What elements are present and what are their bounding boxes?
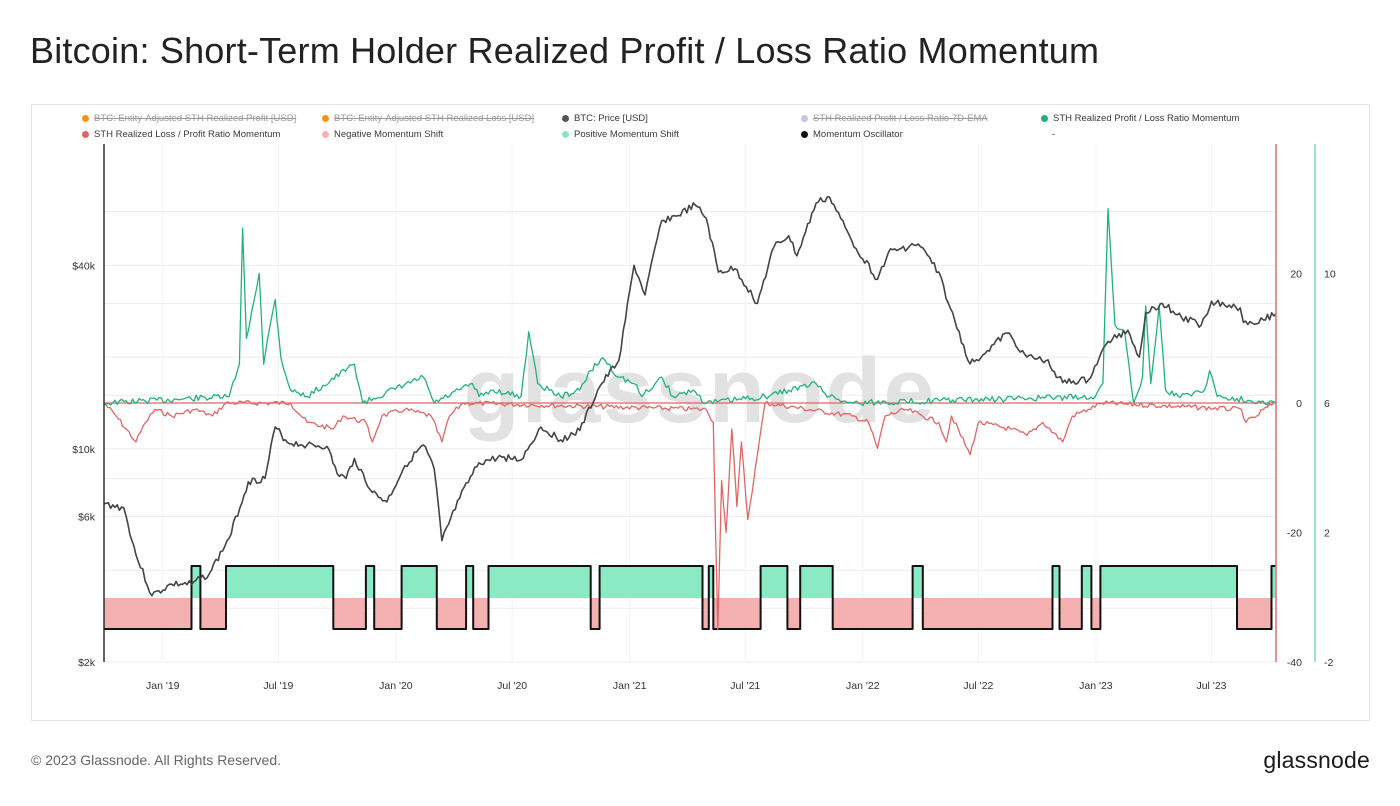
positive-shift-fill [1271,566,1276,598]
right-axis-1-tick-label: 20 [1290,269,1302,281]
legend-label: BTC: Price [USD] [574,113,648,124]
legend-item-blank[interactable]: - [1052,129,1055,140]
chart-frame [31,104,1370,721]
legend-marker-icon [562,115,569,122]
legend-item-negative-shift[interactable]: Negative Momentum Shift [322,129,443,140]
left-axis-tick-label: $6k [78,512,96,524]
negative-shift-fill [436,598,467,629]
glassnode-logo: glassnode [1263,747,1370,773]
legend-marker-icon [82,115,89,122]
negative-shift-fill [333,598,366,629]
negative-shift-fill [374,598,402,629]
legend-item-loss-profit-momentum[interactable]: STH Realized Loss / Profit Ratio Momentu… [82,129,280,140]
right-axis-1-tick-label: 0 [1296,398,1302,410]
negative-shift-fill [473,598,489,629]
axes: $2k $6k $10k $40k -40 -20 0 20 -2 2 6 10 Jan '19 Jul … [72,144,1336,692]
positive-shift-fill [1081,566,1092,598]
negative-shift-fill [713,598,761,629]
x-axis-tick-label: Jan '21 [613,680,647,692]
left-axis-tick-label: $10k [72,444,96,456]
positive-shift-fill [912,566,923,598]
legend-label: BTC: Entity-Adjusted STH Realized Profit… [94,113,297,124]
copyright: © 2023 Glassnode. All Rights Reserved. [31,752,282,768]
positive-shift-fill [708,566,714,598]
legend-item-sth-ratio-ema[interactable]: STH Realized Profit / Loss Ratio 7D-EMA [801,113,988,124]
right-axis-1-tick-label: -40 [1287,657,1302,669]
legend-label: BTC: Entity-Adjusted STH Realized Loss [… [334,113,535,124]
negative-shift-fill [702,598,709,629]
momentum-oscillator-line [104,565,1276,630]
positive-shift-fill [800,566,833,598]
positive-shift-fill [1100,566,1238,598]
legend-item-positive-shift[interactable]: Positive Momentum Shift [562,129,679,140]
btc-price-line [103,196,1277,597]
loss-profit-momentum-line [103,400,1277,631]
x-axis-tick-label: Jan '23 [1079,680,1113,692]
x-axis-tick-label: Jul '20 [497,680,527,692]
positive-shift-fill [401,566,437,598]
page-title: Bitcoin: Short-Term Holder Realized Prof… [30,30,1100,71]
x-axis-tick-label: Jul '21 [730,680,760,692]
negative-shift-fill [832,598,913,629]
positive-shift-fill [599,566,703,598]
negative-shift-fill [922,598,1053,629]
legend-marker-icon [562,131,569,138]
series-lines [103,196,1277,631]
legend-marker-icon [82,131,89,138]
positive-shift-fill [191,566,201,598]
legend-marker-icon [801,131,808,138]
right-axis-1-tick-label: -20 [1287,528,1302,540]
negative-shift-fill [104,598,192,629]
negative-shift-fill [590,598,600,629]
x-axis-tick-label: Jan '20 [379,680,413,692]
x-axis-tick-label: Jul '19 [263,680,293,692]
left-axis-tick-label: $40k [72,260,96,272]
positive-shift-fill [1052,566,1060,598]
negative-shift-fill [787,598,801,629]
x-axis-tick-label: Jan '19 [146,680,180,692]
legend-label: STH Realized Profit / Loss Ratio Momentu… [1053,113,1240,124]
right-axis-2-tick-label: 10 [1324,269,1336,281]
legend-marker-icon [322,115,329,122]
legend-label: STH Realized Loss / Profit Ratio Momentu… [94,129,281,140]
legend-label: STH Realized Profit / Loss Ratio 7D-EMA [813,113,988,124]
positive-shift-fill [466,566,474,598]
right-axis-2-tick-label: 2 [1324,528,1330,540]
right-axis-2-tick-label: 6 [1324,398,1330,410]
legend-label: - [1052,129,1056,140]
legend-item-profit-loss-momentum[interactable]: STH Realized Profit / Loss Ratio Momentu… [1041,113,1239,124]
right-axis-2-tick-label: -2 [1324,657,1333,669]
negative-shift-fill [1059,598,1082,629]
x-axis-tick-label: Jul '23 [1196,680,1226,692]
negative-shift-fill [1237,598,1272,629]
legend-item-momentum-oscillator[interactable]: Momentum Oscillator [801,129,903,140]
x-axis-tick-label: Jul '22 [963,680,993,692]
profit-loss-momentum-line [103,208,1277,407]
legend-marker-icon [322,131,329,138]
momentum-shift-fills [104,566,1276,629]
legend-label: Momentum Oscillator [813,129,903,140]
positive-shift-fill [488,566,591,598]
negative-shift-fill [200,598,226,629]
negative-shift-fill [1091,598,1101,629]
legend-item-sth-realized-loss[interactable]: BTC: Entity-Adjusted STH Realized Loss [… [322,113,534,124]
positive-shift-fill [365,566,375,598]
x-axis-tick-label: Jan '22 [846,680,880,692]
legend-marker-icon [1041,115,1048,122]
positive-shift-fill [760,566,788,598]
watermark: glassnode [463,340,936,442]
legend-item-sth-realized-profit[interactable]: BTC: Entity-Adjusted STH Realized Profit… [82,113,296,124]
legend-marker-icon [801,115,808,122]
positive-shift-fill [225,566,334,598]
legend-label: Negative Momentum Shift [334,129,444,140]
legend-label: Positive Momentum Shift [574,129,680,140]
left-axis-tick-label: $2k [78,657,96,669]
legend-item-btc-price[interactable]: BTC: Price [USD] [562,113,648,124]
